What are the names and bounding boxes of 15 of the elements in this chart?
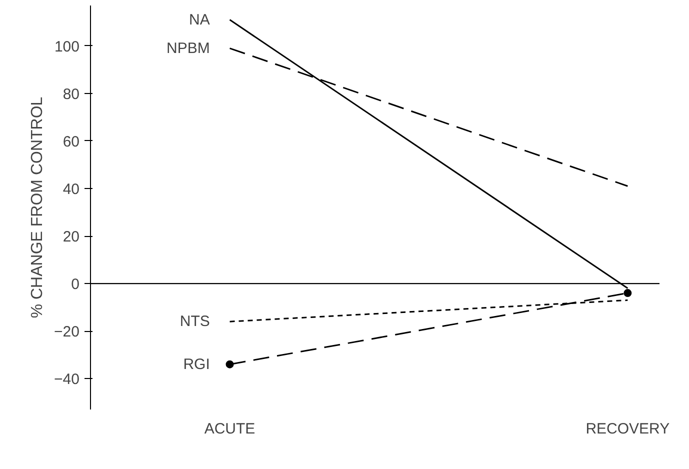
- y-tick-label: −20: [54, 324, 80, 341]
- series-label: NTS: [180, 313, 210, 330]
- y-tick-label: 80: [62, 86, 80, 103]
- x-tick-label: ACUTE: [204, 420, 256, 438]
- x-tick-label: RECOVERY: [586, 420, 670, 438]
- y-axis-title: % CHANGE FROM CONTROL: [29, 96, 46, 318]
- y-tick-label: 60: [62, 133, 80, 150]
- series-label: NA: [189, 11, 210, 28]
- y-tick-label: 100: [54, 38, 80, 56]
- y-tick-label: 20: [62, 228, 80, 246]
- series-label: NPBM: [166, 40, 210, 57]
- y-tick-label: 0: [71, 276, 80, 294]
- series-label: RGI: [183, 356, 210, 373]
- y-tick-label: −40: [54, 371, 80, 388]
- y-tick-label: 40: [62, 180, 80, 198]
